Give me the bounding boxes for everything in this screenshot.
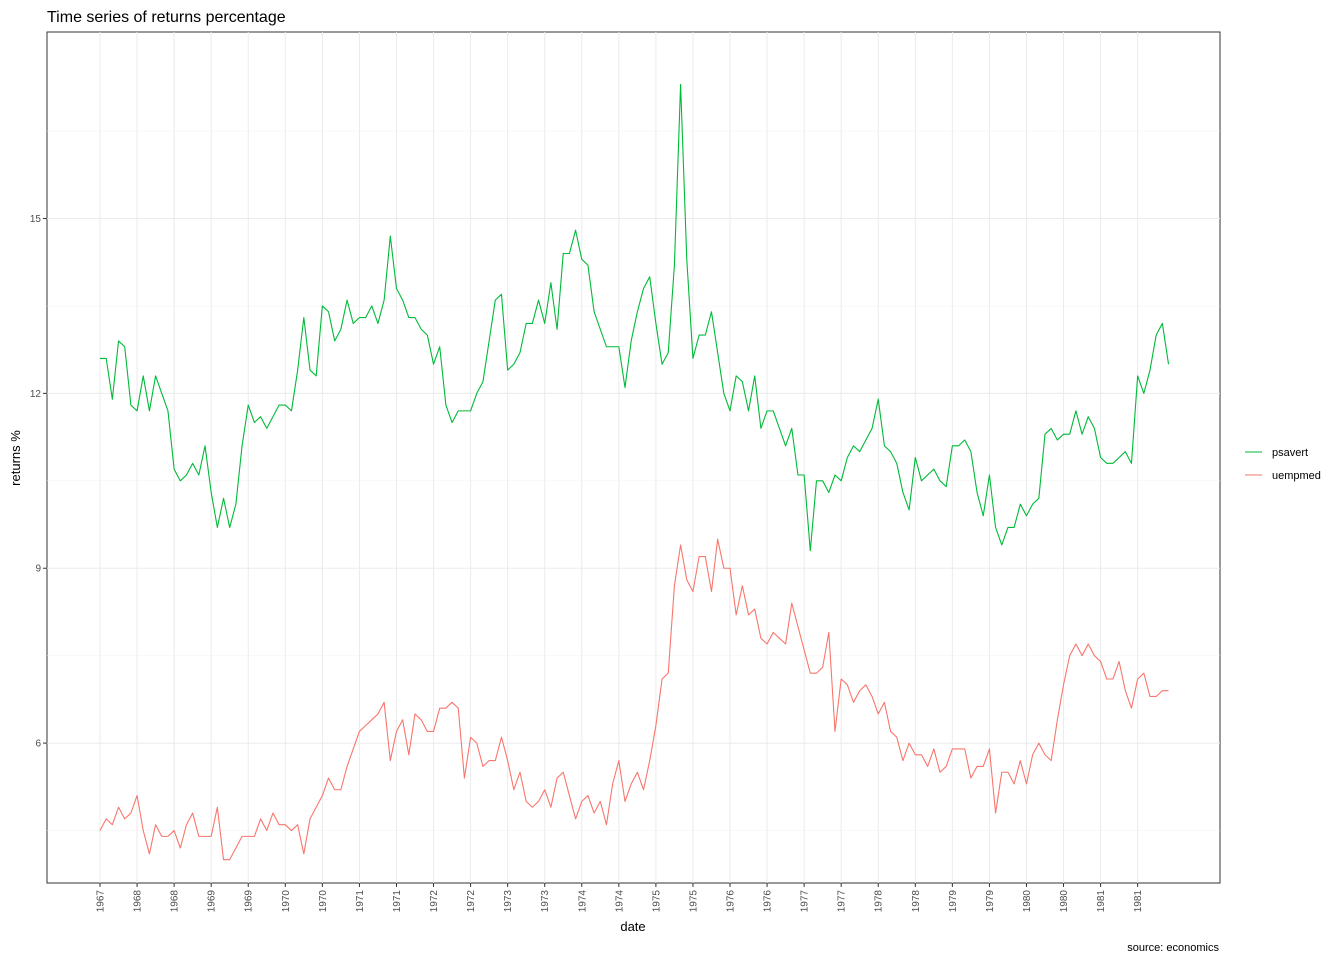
grid-lines [47,32,1220,883]
x-tick-label: 1973 [540,890,551,913]
x-axis: 1967 1968 1968 1969 1969 1970 1970 1971 1971 1972… [96,883,1144,913]
y-tick-label: 15 [30,214,42,225]
x-tick-label: 1974 [577,890,588,913]
x-tick-label: 1974 [614,890,625,913]
x-tick-label: 1971 [355,890,366,913]
y-axis: 6 9 12 15 [30,214,47,750]
x-tick-label: 1979 [985,890,996,913]
x-tick-label: 1978 [911,890,922,913]
x-tick-label: 1970 [281,890,292,913]
y-tick-label: 9 [35,564,41,575]
x-tick-label: 1969 [207,890,218,913]
x-tick-label: 1977 [800,890,811,913]
legend-label-uempmed: uempmed [1272,470,1321,482]
x-tick-label: 1981 [1096,890,1107,913]
x-tick-label: 1972 [429,890,440,913]
x-tick-label: 1975 [651,890,662,913]
legend-label-psavert: psavert [1272,447,1308,459]
x-tick-label: 1979 [948,890,959,913]
x-tick-label: 1967 [96,890,107,913]
x-tick-label: 1976 [726,890,737,913]
x-tick-label: 1976 [763,890,774,913]
x-tick-label: 1970 [318,890,329,913]
x-tick-label: 1971 [392,890,403,913]
x-tick-label: 1980 [1022,890,1033,913]
series-line-psavert [100,83,1170,552]
x-tick-label: 1978 [874,890,885,913]
y-axis-title: returns % [8,430,23,486]
y-tick-label: 6 [35,739,41,750]
x-tick-label: 1972 [466,890,477,913]
x-tick-label: 1980 [1059,890,1070,913]
x-axis-title: date [620,919,645,934]
x-tick-label: 1981 [1133,890,1144,913]
x-tick-label: 1969 [244,890,255,913]
x-tick-label: 1968 [133,890,144,913]
chart-title: Time series of returns percentage [47,9,286,26]
caption: source: economics [1127,942,1219,954]
series-line-uempmed [99,538,1169,861]
series-layer [99,83,1170,861]
y-tick-label: 12 [30,389,42,400]
plot-panel [46,31,1221,884]
x-tick-label: 1975 [688,890,699,913]
x-tick-label: 1977 [837,890,848,913]
legend: psavert uempmed [1245,447,1321,482]
x-tick-label: 1973 [503,890,514,913]
x-tick-label: 1968 [170,890,181,913]
